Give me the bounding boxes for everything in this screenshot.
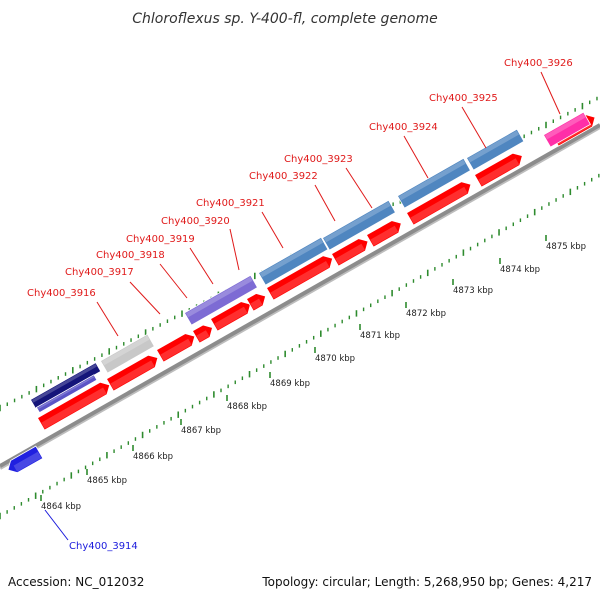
category-block [321,199,397,251]
gene-label-leader [345,167,373,209]
map-title: Chloroflexus sp. Y-400-fl, complete geno… [132,11,438,27]
gene-label-layer: Chy400_3914 Chy400_3916 Chy400_3917 Chy400_… [27,58,573,552]
gene-label: Chy400_3921 [196,198,265,209]
category-block-highlight [398,159,466,201]
gene-label: Chy400_3926 [504,58,573,69]
category-block-highlight [544,113,586,140]
gene-arrow [245,293,267,312]
category-block [542,111,591,148]
gene-arrow-highlight [335,243,365,265]
gene-label: Chy400_3920 [161,216,230,227]
gene-label: Chy400_3925 [429,93,498,104]
gene-arrow-reverse-highlight [13,451,42,472]
gene-arrow-highlight [250,298,263,310]
kbp-tick-label: 4870 kbp [315,354,355,364]
gene-label-leader [261,211,284,249]
gene-arrow [191,324,213,344]
tick-layer: 4864 kbp 4865 kbp 4866 kbp 4867 kbp 4868 kbp… [0,96,600,520]
genome-summary-text: Topology: circular; Length: 5,268,950 bp… [261,575,592,589]
gene-arrow-highlight [370,225,399,246]
kbp-tick-label: 4864 kbp [41,502,81,512]
category-block-highlight [101,335,150,366]
gene-label-leader [159,263,188,299]
gene-label-leader [189,247,214,285]
gene-label: Chy400_3924 [369,122,438,133]
kbp-tick-label: 4871 kbp [360,331,400,341]
gene-label: Chy400_3914 [69,541,138,552]
category-block-highlight [31,363,97,403]
gene-label: Chy400_3923 [284,154,353,165]
kbp-tick-label: 4872 kbp [406,309,446,319]
gene-arrow [365,220,402,248]
gene-arrow-highlight [478,158,520,186]
kbp-tick-label: 4867 kbp [181,426,221,436]
backbone-layer [0,123,600,470]
category-block [183,274,259,326]
gene-arrow-highlight [214,306,248,330]
kbp-tick-label: 4874 kbp [500,265,540,275]
gene-arrow [405,181,472,226]
gene-label-leader [229,228,240,271]
gene-arrow-highlight [270,261,330,299]
category-block-highlight [323,201,391,243]
category-block-highlight [37,376,95,409]
kbp-tick-label: 4869 kbp [270,379,310,389]
feature-layer [7,111,596,474]
gene-label-leader [403,135,429,179]
category-block [257,236,329,286]
category-block [99,333,155,374]
gene-arrow [473,152,523,188]
category-block [465,128,525,171]
gene-label-leader [540,71,561,115]
gene-arrow-highlight [110,360,155,390]
gene-arrow-highlight [196,330,210,342]
gene-arrow [36,381,111,431]
gene-label-leader [44,509,69,541]
gene-label: Chy400_3919 [126,234,195,245]
gene-arrow [330,238,369,267]
gene-arrow [155,333,196,363]
gene-label-leader [461,106,487,149]
gene-arrow-highlight [41,387,107,429]
kbp-tick-label: 4875 kbp [546,242,586,252]
category-block [29,362,102,409]
category-block [396,157,472,209]
category-block [35,374,98,414]
gene-label: Chy400_3917 [65,267,134,278]
gene-label: Chy400_3922 [249,171,318,182]
gene-arrow-highlight [160,338,192,361]
gene-arrow-reverse [7,445,44,474]
category-block-highlight [185,276,253,318]
kbp-tick-label: 4873 kbp [453,286,493,296]
category-block-highlight [259,238,323,278]
gene-label-leader [314,184,336,222]
gene-label: Chy400_3916 [27,288,96,299]
gene-arrow [209,301,251,332]
kbp-tick-label: 4865 kbp [87,476,127,486]
gene-arrow [105,354,159,392]
gene-label-leader [96,301,119,337]
accession-text: Accession: NC_012032 [8,575,144,589]
gene-arrow [265,255,334,301]
gene-label: Chy400_3918 [96,250,165,261]
backbone-line [0,123,600,468]
kbp-tick-label: 4866 kbp [133,452,173,462]
gene-arrow-highlight [410,186,468,224]
gene-label-leader [129,281,161,315]
category-block-highlight [467,130,519,163]
kbp-tick-label: 4868 kbp [227,402,267,412]
